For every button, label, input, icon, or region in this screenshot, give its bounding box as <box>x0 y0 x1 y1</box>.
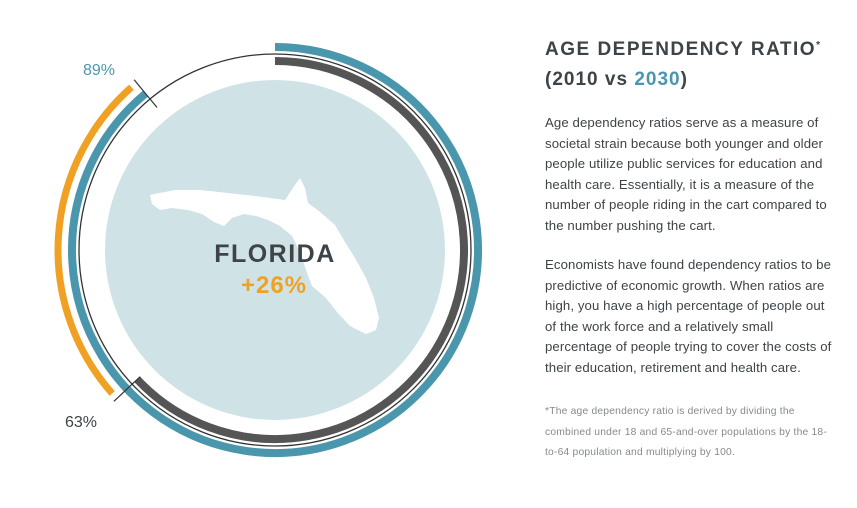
footnote: *The age dependency ratio is derived by … <box>545 406 827 458</box>
chart-subtitle: (2010 vs 2030) <box>545 68 835 92</box>
dependency-ratio-chart: 89% 63% FLORIDA +26% <box>54 43 483 457</box>
ring-arc-change <box>54 84 134 396</box>
center-state-label: FLORIDA <box>214 240 336 268</box>
subtitle-close-paren: ) <box>680 69 688 90</box>
ring-arc-2010 <box>134 57 468 443</box>
chart-title: AGE DEPENDENCY RATIO* <box>545 38 835 62</box>
value-label-2030: 89% <box>83 62 115 79</box>
value-label-2010: 63% <box>65 414 97 431</box>
ring-arc-2030 <box>68 43 483 457</box>
paragraph-definition: Age dependency ratios serve as a measure… <box>545 115 827 233</box>
ring-chart-svg: 89% 63% FLORIDA +26% <box>54 43 483 457</box>
change-label: +26% <box>241 272 307 299</box>
subtitle-open-paren: ( <box>545 69 553 90</box>
title-footnote-mark: * <box>816 40 820 51</box>
center-circle <box>105 80 445 420</box>
florida-map-icon <box>150 178 379 334</box>
subtitle-year-2010: 2010 <box>552 69 599 90</box>
paragraph-economics: Economists have found dependency ratios … <box>545 257 832 375</box>
description-panel: AGE DEPENDENCY RATIO* (2010 vs 2030) Age… <box>545 38 835 474</box>
subtitle-year-2030: 2030 <box>634 69 681 90</box>
subtitle-vs: vs <box>598 69 635 90</box>
tick-2010 <box>113 376 141 402</box>
outer-thin-ring <box>78 53 472 447</box>
title-text: AGE DEPENDENCY RATIO <box>545 39 817 60</box>
tick-2030 <box>133 79 158 108</box>
